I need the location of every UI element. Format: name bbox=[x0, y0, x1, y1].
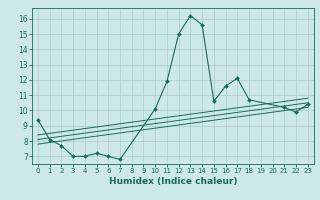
X-axis label: Humidex (Indice chaleur): Humidex (Indice chaleur) bbox=[108, 177, 237, 186]
